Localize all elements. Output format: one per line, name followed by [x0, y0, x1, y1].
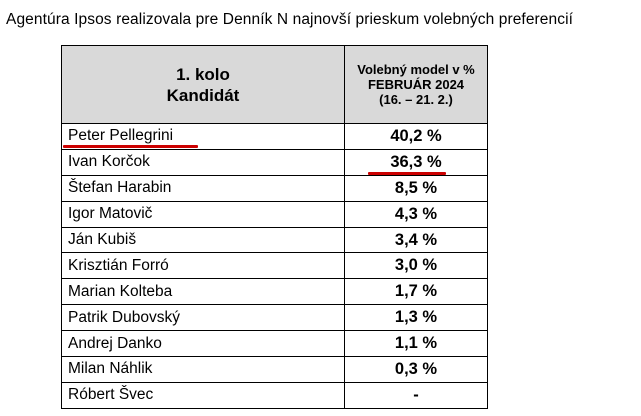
candidate-name: Róbert Švec [61, 381, 345, 409]
candidate-percentage: - [344, 381, 488, 409]
highlight-underline-pellegrini [63, 145, 198, 148]
candidate-percentage: 1,1 % [344, 330, 488, 358]
candidate-name: Igor Matovič [61, 200, 345, 228]
poll-results-table: 1. kolo Kandidát Volebný model v % FEBRU… [61, 45, 488, 409]
candidate-percentage: 3,4 % [344, 226, 488, 254]
candidate-name: Ján Kubiš [61, 226, 345, 254]
candidate-name: Andrej Danko [61, 330, 345, 358]
candidate-name: Ivan Korčok [61, 148, 345, 176]
candidate-name: Štefan Harabin [61, 174, 345, 202]
candidate-name: Milan Náhlik [61, 356, 345, 383]
vote-model-label: Volebný model v % [357, 62, 475, 77]
page-title: Agentúra Ipsos realizovala pre Denník N … [6, 11, 574, 28]
candidate-percentage: 4,3 % [344, 200, 488, 228]
candidate-label: Kandidát [166, 85, 240, 105]
candidate-percentage: 8,5 % [344, 174, 488, 202]
table-row: Ján Kubiš 3,4 % [61, 226, 488, 254]
candidate-name: Marian Kolteba [61, 278, 345, 306]
candidate-percentage: 36,3 % [344, 148, 488, 176]
candidate-percentage: 1,3 % [344, 304, 488, 332]
date-range-label: (16. – 21. 2.) [379, 92, 453, 107]
vote-model-column-header: Volebný model v % FEBRUÁR 2024 (16. – 21… [344, 45, 488, 124]
table-header-row: 1. kolo Kandidát Volebný model v % FEBRU… [61, 45, 488, 124]
candidate-percentage: 3,0 % [344, 252, 488, 280]
table-row: Andrej Danko 1,1 % [61, 330, 488, 358]
table-row: Krisztián Forró 3,0 % [61, 252, 488, 280]
table-row: Marian Kolteba 1,7 % [61, 278, 488, 306]
table-row: Róbert Švec - [61, 381, 488, 409]
candidate-column-header: 1. kolo Kandidát [61, 45, 345, 124]
candidate-percentage: 0,3 % [344, 356, 488, 383]
candidate-percentage: 1,7 % [344, 278, 488, 306]
table-row: Milan Náhlik 0,3 % [61, 356, 488, 383]
candidate-name: Krisztián Forró [61, 252, 345, 280]
round-label: 1. kolo [176, 64, 230, 84]
table-row: Štefan Harabin 8,5 % [61, 174, 488, 202]
month-label: FEBRUÁR 2024 [367, 77, 465, 92]
table-row: Igor Matovič 4,3 % [61, 200, 488, 228]
candidate-percentage: 40,2 % [344, 123, 488, 150]
candidate-name: Patrik Dubovský [61, 304, 345, 332]
table-row: Patrik Dubovský 1,3 % [61, 304, 488, 332]
highlight-underline-korcok [368, 172, 446, 175]
